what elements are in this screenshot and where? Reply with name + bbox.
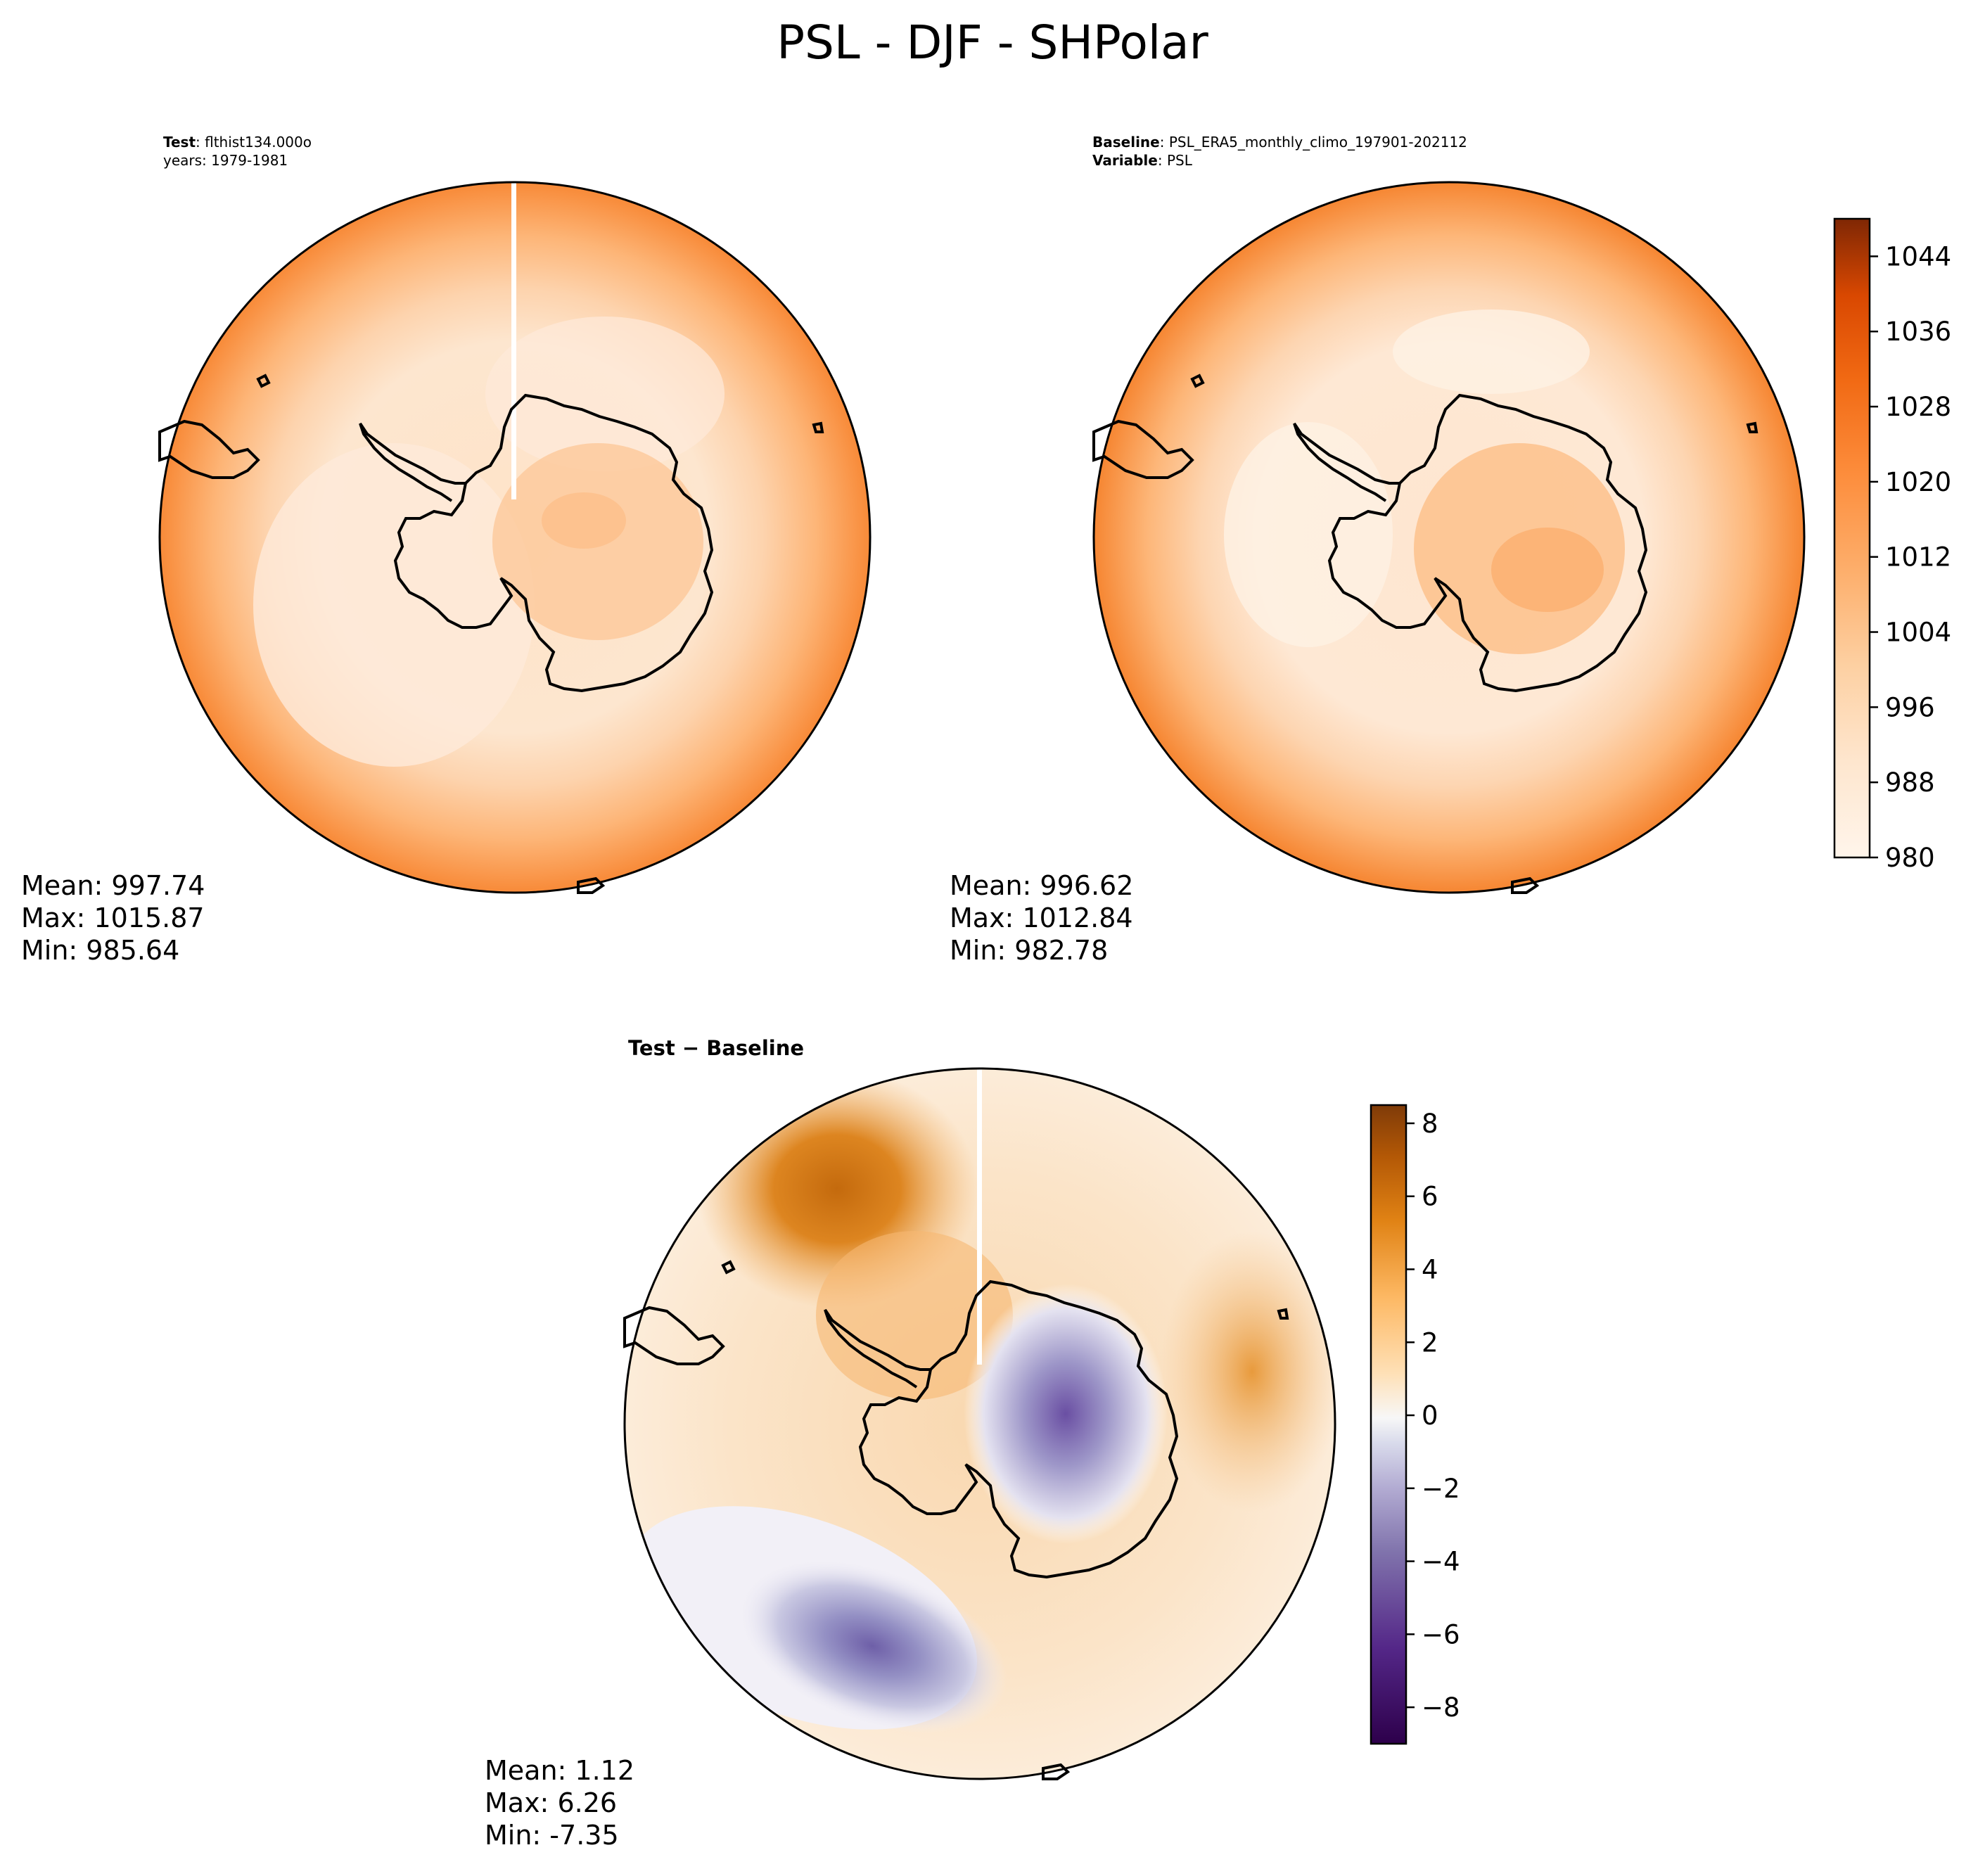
test-max: Max: 1015.87: [21, 902, 205, 933]
main-colorbar-tick-label: 1020: [1885, 467, 1951, 497]
figure-title: PSL - DJF - SHPolar: [777, 15, 1208, 70]
baseline-mean: Mean: 996.62: [950, 870, 1134, 901]
main-colorbar-tick-label: 980: [1885, 843, 1935, 873]
test-mean: Mean: 997.74: [21, 870, 205, 901]
diff-colorbar-tick-label: 8: [1422, 1109, 1438, 1139]
diff-panel-title: Test − Baseline: [628, 1036, 805, 1060]
baseline-stats: Mean: 996.62 Max: 1012.84 Min: 982.78: [950, 869, 1133, 966]
test-case-name: : flthist134.000o: [196, 134, 312, 151]
diff-min: Min: -7.35: [485, 1820, 619, 1851]
diff-colorbar-tick-label: 6: [1422, 1182, 1438, 1212]
diff-colorbar-tick-label: 4: [1422, 1254, 1438, 1284]
main-colorbar-tick-label: 1028: [1885, 392, 1951, 422]
diff-map: [623, 1067, 1336, 1780]
diff-stats: Mean: 1.12 Max: 6.26 Min: -7.35: [485, 1754, 634, 1851]
diff-colorbar-tick-label: −2: [1422, 1474, 1460, 1504]
baseline-case-name: : PSL_ERA5_monthly_climo_197901-202112: [1159, 134, 1467, 151]
main-colorbar-tick-label: 1036: [1885, 317, 1951, 347]
test-min: Min: 985.64: [21, 935, 180, 966]
test-stats: Mean: 997.74 Max: 1015.87 Min: 985.64: [21, 869, 205, 966]
diff-colorbar: 8 6 4 2 0 −2 −4 −6 −8: [1370, 1104, 1460, 1745]
baseline-label: Baseline: [1092, 134, 1160, 151]
baseline-map: [1092, 181, 1806, 894]
variable-label: Variable: [1092, 152, 1158, 169]
diff-max: Max: 6.26: [485, 1787, 618, 1818]
main-colorbar-tick-label: 1044: [1885, 241, 1951, 272]
baseline-max: Max: 1012.84: [950, 902, 1133, 933]
test-label: Test: [163, 134, 196, 151]
diff-colorbar-tick-label: −8: [1422, 1692, 1460, 1723]
baseline-min: Min: 982.78: [950, 935, 1109, 966]
diff-colorbar-tick-label: 2: [1422, 1327, 1438, 1358]
main-colorbar-tick-label: 1004: [1885, 618, 1951, 648]
test-years: years: 1979-1981: [163, 152, 288, 169]
diff-colorbar-tick-label: −4: [1422, 1547, 1460, 1577]
baseline-panel-header: Baseline: PSL_ERA5_monthly_climo_197901-…: [1092, 133, 1467, 170]
diff-colorbar-tick-label: 0: [1422, 1400, 1438, 1431]
test-map: [158, 181, 872, 894]
main-colorbar-tick-label: 996: [1885, 692, 1935, 722]
main-colorbar-tick-label: 988: [1885, 767, 1935, 798]
test-panel-header: Test: flthist134.000o years: 1979-1981: [163, 133, 312, 170]
diff-colorbar-tick-label: −6: [1422, 1619, 1460, 1650]
main-colorbar-tick-label: 1012: [1885, 542, 1951, 573]
diff-mean: Mean: 1.12: [485, 1755, 635, 1786]
variable-name: : PSL: [1157, 152, 1192, 169]
main-colorbar: 980 988 996 1004 1012 1020 1028 1036 1044: [1833, 217, 1951, 873]
